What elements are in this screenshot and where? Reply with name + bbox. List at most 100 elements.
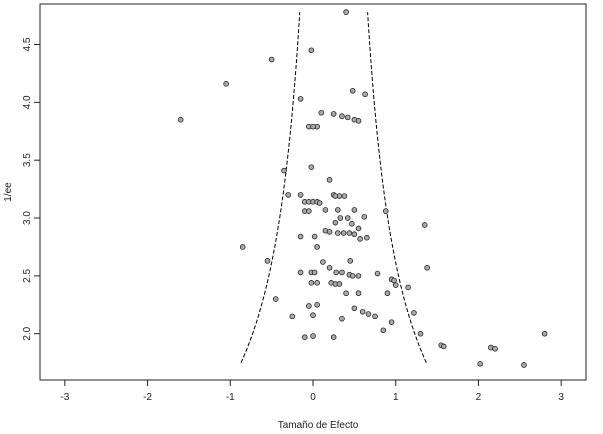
data-point [272, 296, 279, 302]
data-point [285, 192, 291, 198]
data-point [355, 118, 362, 124]
x-tick-label: 1 [393, 392, 399, 403]
data-point [347, 258, 354, 264]
data-point [391, 277, 397, 284]
data-point [326, 264, 333, 271]
data-point [281, 167, 287, 174]
data-point [330, 111, 337, 117]
plot-box [39, 3, 587, 381]
data-point [362, 91, 368, 98]
data-point [357, 236, 363, 242]
data-point [289, 313, 296, 320]
data-point [374, 270, 381, 277]
x-axis: -3 -2 -1 0 1 2 3 [60, 380, 564, 403]
data-point [332, 193, 339, 199]
data-point [477, 360, 483, 367]
y-tick-label: 4.0 [22, 95, 33, 109]
data-point [541, 330, 548, 337]
data-point [344, 114, 351, 121]
data-point [326, 177, 333, 183]
data-point [332, 219, 339, 226]
data-point [335, 230, 341, 236]
funnel-right-line [367, 12, 427, 363]
data-point [411, 310, 417, 316]
data-point [349, 273, 356, 279]
data-point [344, 215, 351, 221]
data-point [330, 334, 337, 340]
data-point [314, 280, 320, 286]
data-point [384, 290, 391, 297]
data-point [359, 308, 366, 315]
data-point [326, 229, 333, 235]
data-point [322, 207, 329, 213]
data-point [392, 282, 399, 288]
x-tick-label: 2 [476, 392, 482, 403]
y-tick-label: 4.5 [22, 37, 33, 51]
data-point [492, 345, 498, 352]
data-point [361, 214, 368, 220]
data-point [314, 301, 320, 308]
data-point [424, 264, 430, 271]
y-axis-title: 1/ee [3, 182, 14, 202]
y-axis: 2.0 2.5 3.0 3.5 4.0 4.5 [22, 37, 40, 341]
data-point [421, 222, 428, 228]
y-tick-label: 3.0 [22, 211, 33, 225]
data-point [405, 284, 411, 291]
data-point [297, 233, 304, 240]
data-point [388, 319, 395, 325]
data-point [268, 56, 275, 63]
data-point [311, 269, 318, 276]
data-point [521, 362, 527, 368]
data-point [308, 280, 315, 286]
data-point [264, 258, 271, 264]
data-point [351, 231, 358, 238]
data-point [336, 281, 343, 287]
data-point [310, 312, 316, 319]
data-point [310, 333, 316, 339]
y-tick-label: 3.5 [22, 153, 33, 167]
data-point [310, 123, 316, 130]
data-point [382, 208, 389, 214]
data-point [372, 313, 378, 320]
data-point [349, 87, 356, 94]
data-point [339, 315, 345, 322]
data-point [440, 343, 447, 350]
data-point [297, 192, 304, 198]
data-point [355, 273, 362, 279]
data-point [365, 311, 372, 317]
data-point [297, 96, 304, 102]
x-tick-label: -3 [60, 392, 69, 403]
data-point [314, 244, 320, 250]
x-tick-label: -2 [143, 392, 152, 403]
data-point [301, 334, 308, 340]
y-tick-label: 2.0 [22, 326, 33, 340]
y-tick-label: 2.5 [22, 268, 33, 282]
x-tick-label: 0 [310, 392, 316, 403]
data-point [177, 116, 184, 123]
data-point [223, 81, 229, 87]
data-point [311, 233, 318, 240]
data-point [306, 208, 312, 214]
data-point [318, 109, 325, 116]
data-point [346, 230, 353, 236]
x-axis-title: Tamaño de Efecto [278, 420, 359, 431]
data-point [306, 303, 312, 309]
funnel-left-line [240, 12, 301, 363]
data-point [355, 290, 362, 297]
data-points [177, 9, 548, 368]
x-tick-label: 3 [558, 392, 564, 403]
data-point [340, 230, 347, 236]
data-point [333, 269, 339, 276]
data-point [351, 305, 358, 312]
data-point [316, 200, 323, 206]
data-point [363, 234, 370, 241]
data-point [349, 221, 355, 227]
data-point [380, 327, 387, 334]
data-point [339, 113, 345, 120]
data-point [308, 47, 315, 54]
data-point [341, 193, 348, 199]
data-point [335, 207, 341, 213]
x-tick-label: -1 [226, 392, 235, 403]
data-point [343, 290, 349, 297]
